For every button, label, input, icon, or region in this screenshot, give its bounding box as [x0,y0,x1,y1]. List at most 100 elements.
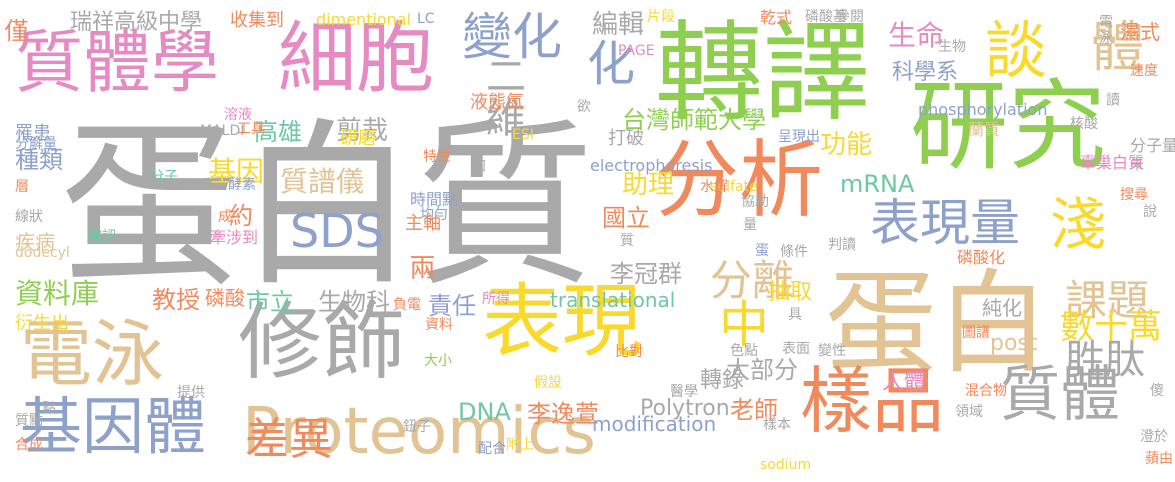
cloud-word: 酵素 [228,177,256,193]
cloud-word: 質譜儀 [280,165,365,198]
cloud-word: 質體 [1000,360,1120,430]
cloud-word: 李逸萱 [527,400,599,428]
cloud-word: 協助 [741,194,769,210]
cloud-word: 大部分 [726,356,798,384]
cloud-word: 水解 [700,179,728,195]
cloud-word: 所得 [482,291,510,307]
cloud-word: 兩 [405,254,435,282]
cloud-word: 分析 [655,131,824,229]
cloud-word: 片段 [647,9,675,25]
cloud-word: SDS [290,204,384,258]
cloud-word: 核酸 [1070,116,1098,132]
cloud-word: 磷酸基 [805,9,847,25]
cloud-word: 具 [788,307,802,323]
cloud-word: 電泳 [1097,14,1113,46]
cloud-word: 大小 [424,353,452,369]
cloud-word: 點 [42,401,56,417]
cloud-word: 蛋白質 [60,103,594,310]
cloud-word: ESI [512,127,534,143]
cloud-word: 附上 [506,437,534,453]
cloud-word: 胜肽 [1065,337,1145,383]
cloud-word: 表現量 [870,194,1020,252]
cloud-word: 疾病 [15,230,55,254]
cloud-word: 責任 [428,292,476,320]
cloud-word: 轉譯 [655,11,872,136]
cloud-word: 未 [1130,157,1144,173]
cloud-word: 資料庫 [15,277,100,310]
cloud-word: 體 [1081,18,1144,74]
cloud-word: PAGE [618,43,655,59]
cloud-word: 主軸 [405,213,441,234]
cloud-word: 罹患 [15,123,51,144]
cloud-word: 教授 [152,286,200,314]
cloud-word: sulfate [710,179,758,195]
cloud-word: 分解量 [15,136,57,152]
cloud-word: 衍生出 [15,313,69,334]
cloud-word: 課題 [1065,276,1150,325]
cloud-word: LC [417,11,435,27]
cloud-word: 僅 [0,18,28,44]
cloud-word: 質體學 [15,24,220,103]
cloud-word: 分子 [150,169,178,185]
cloud-word: 表現 [482,275,642,368]
cloud-word: 蛋 [755,243,769,259]
cloud-word: mRNA [840,170,915,198]
cloud-word: dodecyl [15,245,70,261]
cloud-word: 打破 [608,128,644,149]
cloud-word: 高雄 [254,118,302,146]
cloud-word: translational [550,288,676,312]
cloud-word: 剪裁 [336,116,389,146]
cloud-word: 判讀 [828,237,856,253]
cloud-word: 醫學 [670,384,698,400]
cloud-word: 工具 [237,121,265,137]
cloud-word: 讀 [1104,92,1120,108]
cloud-word: 線狀 [15,209,43,225]
cloud-word: 生命 [888,19,945,52]
cloud-word: 搜尋 [1120,187,1148,203]
cloud-word: 談 [985,14,1048,87]
cloud-word: phosphorylation [918,100,1048,119]
cloud-word: 數十萬 [1060,307,1162,347]
cloud-word: 速度 [1130,63,1158,79]
cloud-word: 溶液 [224,107,252,123]
cloud-word: 混合物 [965,383,1007,399]
cloud-word: 知 [472,159,486,175]
cloud-word: 領域 [955,404,983,420]
cloud-word: 確認 [88,229,116,245]
cloud-word: 編輯 [592,10,645,40]
cloud-word: 質點 [15,413,43,429]
cloud-word: 李冠群 [610,260,682,288]
cloud-word: 人體 [882,370,927,395]
cloud-word: DNA [458,398,511,426]
cloud-word: 提供 [177,385,205,401]
cloud-word: 蘋由 [1145,451,1173,467]
cloud-word: 圖譜 [962,325,990,341]
cloud-word: 生物 [938,39,966,55]
cloud-word: 化 [578,38,634,88]
cloud-word: dimentional [316,10,412,29]
cloud-word: 比對 [615,344,643,360]
cloud-word: 均勻 [420,207,448,223]
cloud-word: 量 [743,217,757,233]
cloud-word: 研究 [910,70,1107,184]
cloud-word: 淺 [1050,193,1106,258]
cloud-word: 負電 [393,297,421,313]
cloud-word: 純化 [982,296,1022,320]
cloud-word: 資料 [425,317,453,333]
cloud-word: 澄於 [1140,429,1168,445]
cloud-word: 電泳 [20,312,165,396]
cloud-word: 時間點 [410,190,459,209]
cloud-word: 磷酸 [205,286,245,310]
cloud-word: 特性 [423,149,451,165]
cloud-word: 色點 [730,343,758,359]
cloud-word: 配合 [478,441,506,457]
cloud-word: post [990,331,1038,356]
cloud-word: 二維 [479,55,525,139]
cloud-word: 約 [229,202,253,230]
cloud-word: 種類 [15,146,63,174]
cloud-word: 生物科 [318,288,390,316]
cloud-word: 牽涉到 [210,228,259,247]
cloud-word: 質 [620,233,634,249]
cloud-word: 樣本 [763,417,791,433]
